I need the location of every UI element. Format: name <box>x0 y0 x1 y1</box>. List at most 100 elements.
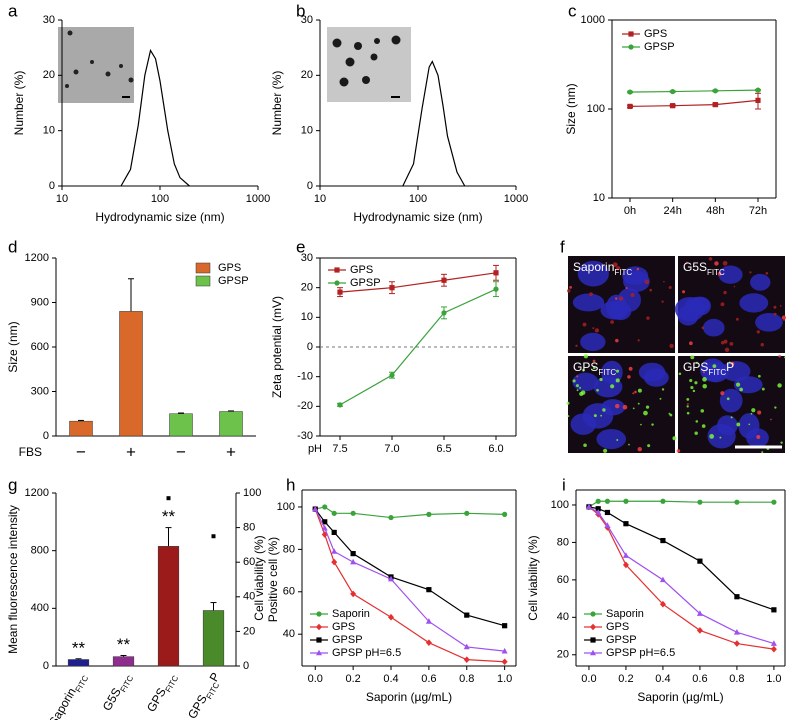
subscript: FITC <box>598 368 616 377</box>
fluorescence <box>690 355 695 360</box>
marker <box>712 88 718 94</box>
y-axis-label: Size (nm) <box>564 83 578 134</box>
fluorescence <box>594 328 600 333</box>
fluorescence <box>723 290 727 295</box>
marker <box>501 647 508 654</box>
fluorescence <box>733 285 736 288</box>
y-tick-label: 40 <box>283 628 295 640</box>
fluorescence <box>729 342 734 346</box>
series-line <box>314 508 505 663</box>
legend-label: GPS <box>332 621 355 633</box>
marker <box>389 285 395 291</box>
nucleus <box>582 403 614 429</box>
y-tick-label: 40 <box>557 611 569 623</box>
fluorescence <box>630 292 635 297</box>
marker <box>312 505 319 512</box>
nucleus <box>596 428 627 450</box>
y-tick-label: 300 <box>31 385 49 397</box>
y-tick-label: 30 <box>43 14 55 26</box>
marker <box>697 499 703 505</box>
fluorescence <box>712 364 717 369</box>
x-tick-label: 6.5 <box>436 443 451 455</box>
nucleus <box>719 388 743 413</box>
significance: ** <box>117 635 131 654</box>
fluorescence <box>728 361 731 364</box>
x-tick-label: 100 <box>409 193 427 205</box>
nucleus <box>702 361 729 383</box>
particle <box>119 64 123 68</box>
y-tick-label: -10 <box>297 371 313 383</box>
marker <box>595 509 602 515</box>
bar <box>69 420 93 437</box>
fluorescence <box>748 423 751 426</box>
y-tick-label: 600 <box>31 341 49 353</box>
fluorescence <box>773 312 777 316</box>
fluorescence <box>756 435 761 440</box>
y-axis-label: Number (%) <box>12 71 26 136</box>
fluorescence <box>567 415 570 418</box>
label-part: Saporin <box>573 260 614 274</box>
y-tick-label: 0 <box>43 660 49 672</box>
marker <box>426 511 432 517</box>
fluorescence <box>761 451 764 454</box>
x-tick-label: 6.0 <box>488 443 503 455</box>
x-axis-label: Hydrodynamic size (nm) <box>95 210 224 224</box>
x-axis-label: Saporin (µg/mL) <box>366 690 452 704</box>
marker <box>464 612 470 618</box>
series-line <box>402 60 466 187</box>
y-tick-label: 20 <box>557 649 569 661</box>
y-tick-label: 400 <box>31 602 49 614</box>
particle <box>105 71 111 77</box>
series-line <box>315 506 505 519</box>
marker <box>425 639 432 646</box>
fluorescence <box>582 322 587 327</box>
marker <box>388 575 395 582</box>
fluorescence <box>770 418 772 421</box>
marker <box>502 623 508 629</box>
marker <box>425 618 432 624</box>
fluorescence <box>599 377 603 382</box>
fluorescence <box>637 447 642 452</box>
x-axis-label: Saporin (µg/mL) <box>637 690 723 704</box>
fluorescence <box>780 441 783 444</box>
legend-label: GPS <box>350 264 373 276</box>
nucleus <box>638 362 666 382</box>
y-tick-label: 100 <box>277 501 295 513</box>
particle <box>391 35 401 45</box>
marker <box>628 31 634 37</box>
marker <box>426 587 432 593</box>
panel-letter: h <box>286 475 295 494</box>
x-tick-label: 0.8 <box>459 673 474 685</box>
fluorescence <box>615 369 620 373</box>
fluorescence <box>726 397 730 401</box>
fluorescence <box>685 261 688 264</box>
fluorescence <box>717 271 722 276</box>
particle <box>374 38 380 44</box>
x-tick-label: 7.0 <box>384 443 399 455</box>
particle <box>332 38 342 48</box>
x-tick-label: GPSFITC <box>144 670 180 716</box>
y-tick-label: 80 <box>557 536 569 548</box>
marker <box>334 267 340 273</box>
label-part: GPS <box>683 360 708 374</box>
y-tick-label: 100 <box>587 103 605 115</box>
y-tick-label: -20 <box>297 400 313 412</box>
fluorescence <box>615 403 620 409</box>
marker <box>337 402 343 408</box>
label-part: GPS <box>573 360 598 374</box>
legend-label: GPS <box>218 262 241 274</box>
fluorescence <box>651 423 654 426</box>
fluorescence <box>645 405 650 409</box>
x-tick-label: 0.8 <box>729 673 744 685</box>
x-tick-label: 100 <box>151 193 169 205</box>
legend-label: GPSP <box>606 634 637 646</box>
fluorescence <box>602 408 606 412</box>
marker <box>697 558 703 564</box>
fluorescence <box>719 436 722 439</box>
subscript: FITC <box>708 368 726 377</box>
fluorescence <box>724 347 730 353</box>
marker <box>590 623 596 631</box>
fluorescence <box>632 407 635 410</box>
marker <box>660 537 666 544</box>
fluorescence <box>572 379 576 383</box>
